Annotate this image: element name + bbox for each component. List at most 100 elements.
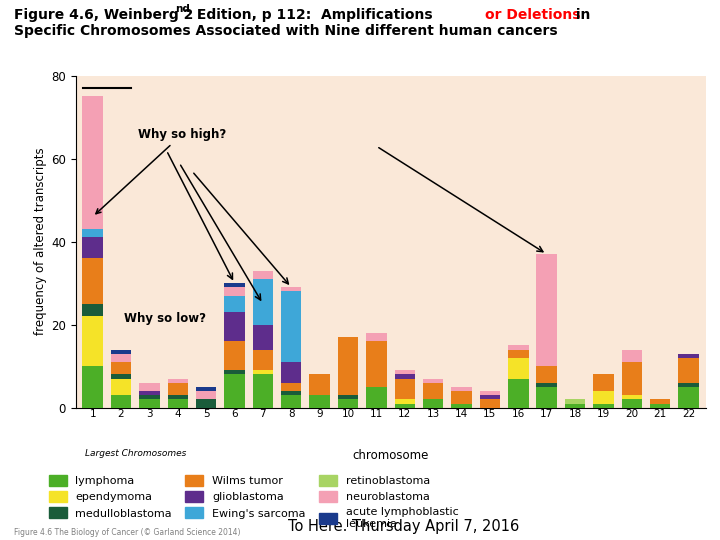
Bar xyxy=(225,283,245,287)
Bar xyxy=(281,383,302,391)
Bar xyxy=(196,400,216,408)
Bar xyxy=(168,400,188,408)
Text: Edition, p 112:  Amplifications: Edition, p 112: Amplifications xyxy=(192,8,438,22)
Bar xyxy=(395,400,415,403)
Bar xyxy=(82,366,103,408)
Bar xyxy=(593,391,613,403)
Bar xyxy=(253,325,273,349)
Bar xyxy=(508,346,528,349)
Bar xyxy=(536,383,557,387)
Bar xyxy=(621,362,642,395)
Bar xyxy=(111,375,131,379)
Bar xyxy=(82,304,103,316)
Bar xyxy=(111,379,131,395)
Bar xyxy=(565,400,585,403)
Bar xyxy=(508,349,528,358)
Bar xyxy=(480,391,500,395)
Bar xyxy=(310,395,330,408)
Bar xyxy=(281,292,302,362)
Bar xyxy=(366,333,387,341)
Bar xyxy=(168,395,188,400)
Bar xyxy=(253,271,273,279)
Bar xyxy=(565,403,585,408)
Bar xyxy=(225,312,245,341)
Bar xyxy=(111,362,131,375)
Bar xyxy=(139,383,160,391)
Text: To Here. Thursday April 7, 2016: To Here. Thursday April 7, 2016 xyxy=(287,518,519,534)
Bar xyxy=(338,337,359,395)
Text: Figure 4.6, Weinberg 2: Figure 4.6, Weinberg 2 xyxy=(14,8,194,22)
Bar xyxy=(678,358,699,383)
Bar xyxy=(621,395,642,400)
Bar xyxy=(281,287,302,292)
Bar xyxy=(451,387,472,391)
Bar xyxy=(139,395,160,400)
Bar xyxy=(451,391,472,403)
Text: Specific Chromosomes Associated with Nine different human cancers: Specific Chromosomes Associated with Nin… xyxy=(14,24,558,38)
Bar xyxy=(82,238,103,258)
Bar xyxy=(253,375,273,408)
Text: in: in xyxy=(571,8,590,22)
Text: Figure 4.6 The Biology of Cancer (© Garland Science 2014): Figure 4.6 The Biology of Cancer (© Garl… xyxy=(14,528,241,537)
Bar xyxy=(139,400,160,408)
Text: Largest Chromosomes: Largest Chromosomes xyxy=(84,449,186,458)
Bar xyxy=(196,391,216,400)
Bar xyxy=(225,295,245,312)
Bar xyxy=(225,375,245,408)
Bar xyxy=(678,354,699,358)
Bar xyxy=(281,362,302,383)
Bar xyxy=(366,387,387,408)
Bar xyxy=(338,400,359,408)
Bar xyxy=(281,395,302,408)
Bar xyxy=(650,400,670,403)
Bar xyxy=(480,400,500,408)
Bar xyxy=(139,391,160,395)
Bar xyxy=(395,375,415,379)
Text: Why so low?: Why so low? xyxy=(124,312,206,325)
Text: Why so high?: Why so high? xyxy=(96,128,226,214)
Bar xyxy=(196,387,216,391)
Bar xyxy=(225,287,245,295)
Bar xyxy=(395,370,415,375)
Bar xyxy=(395,403,415,408)
Bar xyxy=(253,279,273,325)
Bar xyxy=(423,400,444,408)
Bar xyxy=(82,96,103,229)
Bar xyxy=(508,379,528,408)
Bar xyxy=(536,387,557,408)
Text: chromosome: chromosome xyxy=(352,449,429,462)
Bar xyxy=(650,403,670,408)
Bar xyxy=(678,383,699,387)
Y-axis label: frequency of altered transcripts: frequency of altered transcripts xyxy=(34,148,47,335)
Bar xyxy=(593,375,613,391)
Bar xyxy=(82,316,103,366)
Bar xyxy=(168,383,188,395)
Bar xyxy=(480,395,500,400)
Bar xyxy=(310,375,330,395)
Bar xyxy=(111,349,131,354)
Bar xyxy=(508,358,528,379)
Legend: lymphoma, ependymoma, medulloblastoma, Wilms tumor, glioblastoma, Ewing's sarcom: lymphoma, ependymoma, medulloblastoma, W… xyxy=(49,475,459,529)
Bar xyxy=(621,349,642,362)
Bar xyxy=(338,395,359,400)
Bar xyxy=(366,341,387,387)
Text: nd: nd xyxy=(175,4,190,14)
Bar xyxy=(593,403,613,408)
Text: or Deletions: or Deletions xyxy=(485,8,580,22)
Bar xyxy=(451,403,472,408)
Bar xyxy=(281,391,302,395)
Bar xyxy=(253,370,273,375)
Bar xyxy=(111,354,131,362)
Bar xyxy=(82,258,103,304)
Bar xyxy=(395,379,415,400)
Bar xyxy=(423,379,444,383)
Bar xyxy=(253,349,273,370)
Bar xyxy=(225,341,245,370)
Bar xyxy=(111,395,131,408)
Bar xyxy=(82,229,103,238)
Bar xyxy=(536,254,557,366)
Bar xyxy=(678,387,699,408)
Bar xyxy=(423,383,444,400)
Bar xyxy=(225,370,245,375)
Bar xyxy=(168,379,188,383)
